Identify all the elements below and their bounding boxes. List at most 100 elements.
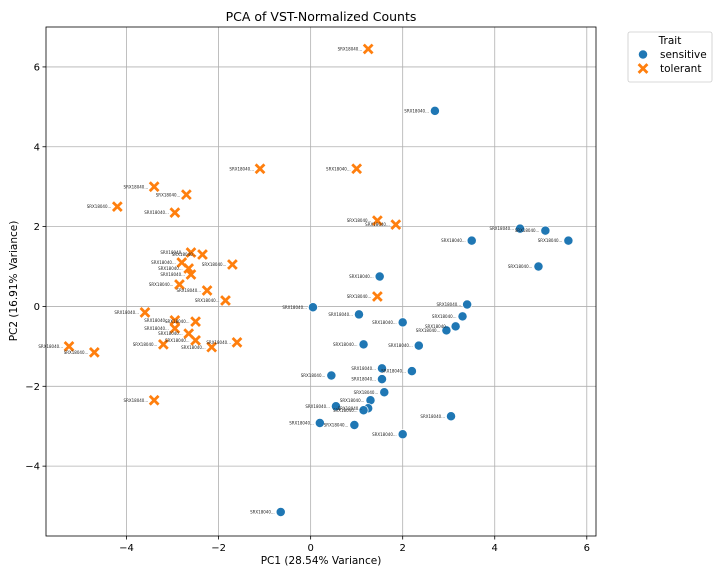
sensitive-point [377, 374, 387, 385]
x-axis-label: PC1 (28.54% Variance) [261, 555, 382, 567]
point-label: SRX18040... [282, 305, 307, 310]
point-label: SRX18040... [420, 414, 445, 419]
sensitive-point [466, 235, 477, 246]
point-label: SRX18040... [124, 184, 149, 189]
point-label: SRX18040... [114, 310, 139, 315]
point-label: SRX18040... [124, 398, 149, 403]
tolerant-point [148, 394, 160, 406]
tolerant-point [157, 338, 169, 350]
tolerant-point [227, 259, 238, 270]
tolerant-point [351, 163, 363, 175]
point-label: SRX18040... [250, 510, 275, 515]
y-tick-label: 6 [34, 62, 40, 73]
point-labels: SRX18040... SRX18040... SRX18040... SRX1804… [38, 47, 562, 515]
sensitive-point [374, 271, 385, 282]
y-tick-label: 2 [34, 222, 40, 233]
point-label: SRX18040... [38, 344, 63, 349]
tolerant-point [190, 316, 201, 328]
y-tick-label: −4 [25, 462, 40, 473]
tolerant-point [183, 328, 195, 339]
point-label: SRX18040... [328, 312, 353, 317]
point-label: SRX18040... [340, 398, 365, 403]
legend-marker-tolerant [637, 63, 649, 74]
tolerant-point [254, 163, 266, 175]
tolerant-point [390, 219, 402, 230]
sensitive-point [457, 311, 468, 322]
point-label: SRX18040... [229, 166, 254, 171]
x-tick-label: 6 [584, 543, 590, 554]
point-label: SRX18040... [372, 320, 397, 325]
point-label: SRX18040... [347, 218, 372, 223]
point-label: SRX18040... [388, 343, 413, 348]
point-label: SRX18040... [149, 282, 174, 287]
point-label: SRX18040... [437, 302, 462, 307]
point-label: SRX18040... [176, 288, 201, 293]
point-label: SRX18040... [144, 210, 169, 215]
point-label: SRX18040... [301, 373, 326, 378]
point-label: SRX18040... [195, 298, 220, 303]
sensitive-point [397, 429, 408, 440]
point-label: SRX18040... [158, 266, 183, 271]
y-tick-label: −2 [25, 382, 40, 393]
sensitive-point [441, 325, 452, 336]
tolerant-point [362, 43, 374, 55]
tolerant-point [169, 315, 181, 326]
sensitive-point [563, 235, 574, 246]
sensitive-point [540, 225, 551, 236]
sensitive-point [349, 420, 360, 430]
point-label: SRX18040... [351, 366, 376, 371]
tolerant-point [372, 291, 383, 302]
sensitive-point [450, 321, 461, 332]
chart-title: PCA of VST-Normalized Counts [226, 9, 417, 24]
sensitive-point [331, 401, 341, 412]
x-tick-label: −4 [119, 543, 134, 554]
tolerant-point [169, 207, 181, 219]
sensitive-point [358, 339, 369, 350]
point-label: SRX18040... [538, 238, 563, 243]
point-label: SRX18040... [144, 318, 169, 323]
point-label: SRX18040... [151, 260, 176, 265]
tolerant-point [88, 346, 100, 358]
point-label: SRX18040... [324, 423, 349, 428]
y-tick-label: 4 [34, 142, 40, 153]
point-label: SRX18040... [289, 421, 314, 426]
point-label: SRX18040... [165, 319, 190, 324]
tolerant-point [231, 337, 243, 348]
point-label: SRX18040... [158, 331, 183, 336]
axis-ticks: −4 −2 0 2 4 6 −4 −2 0 2 4 6 [25, 62, 590, 554]
point-label: SRX18040... [347, 294, 372, 299]
point-label: SRX18040... [333, 342, 358, 347]
point-label: SRX18040... [441, 238, 466, 243]
tolerant-point [190, 335, 201, 346]
tolerant-point [185, 269, 197, 280]
point-label: SRX18040... [425, 324, 450, 329]
sensitive-point [515, 223, 526, 234]
sensitive-point [275, 507, 286, 517]
legend-label-tolerant: tolerant [660, 63, 701, 75]
tolerant-point [139, 307, 151, 318]
legend-box [627, 31, 713, 83]
plot-frame [45, 26, 597, 537]
point-label: SRX18040... [64, 350, 89, 355]
tolerant-point [201, 285, 213, 296]
tolerant-point [63, 340, 75, 352]
point-label: SRX18040... [416, 328, 441, 333]
point-label: SRX18040... [338, 47, 363, 52]
point-label: SRX18040... [172, 252, 197, 257]
legend-title: Trait [658, 35, 682, 47]
point-label: SRX18040... [354, 390, 379, 395]
point-label: SRX18040... [381, 369, 406, 374]
point-label: SRX18040... [372, 432, 397, 437]
tolerant-point [197, 249, 208, 260]
point-label: SRX18040... [404, 108, 429, 113]
y-tick-label: 0 [34, 302, 40, 313]
point-label: SRX18040... [351, 377, 376, 382]
sensitive-point [446, 411, 456, 422]
point-label: SRX18040... [206, 340, 231, 345]
point-label: SRX18040... [305, 404, 330, 409]
sensitive-point [379, 387, 390, 398]
point-label: SRX18040... [489, 226, 514, 231]
point-label: SRX18040... [87, 204, 112, 209]
point-label: SRX18040... [160, 250, 185, 255]
